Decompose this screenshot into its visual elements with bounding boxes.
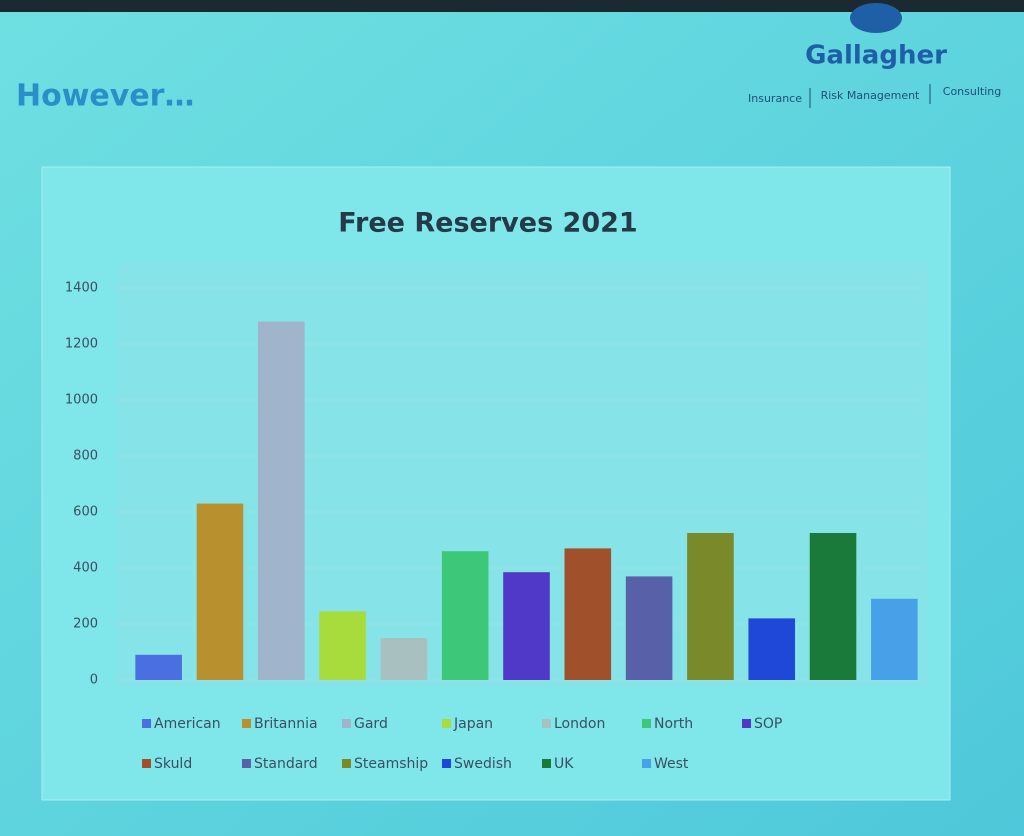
legend-swatch xyxy=(542,759,551,768)
legend-label: SOP xyxy=(754,716,782,732)
legend-swatch xyxy=(242,759,251,768)
brand-logo xyxy=(850,3,902,33)
y-tick-label: 800 xyxy=(73,449,98,464)
legend-label: Japan xyxy=(453,716,493,732)
legend-swatch xyxy=(442,759,451,768)
legend-label: UK xyxy=(554,756,574,772)
legend-label: American xyxy=(154,716,221,732)
legend-label: North xyxy=(654,716,693,732)
legend-label: Swedish xyxy=(454,756,512,772)
legend-swatch xyxy=(342,719,351,728)
tagline-item: Consulting xyxy=(943,85,1001,98)
legend-label: Standard xyxy=(254,756,318,772)
brand-name: Gallagher xyxy=(805,41,947,71)
legend-label: West xyxy=(654,756,689,772)
y-tick-label: 400 xyxy=(73,561,98,576)
legend-label: Steamship xyxy=(354,756,428,772)
chart: 0 200 400 600 800 1000 1200 1400 American Britann… xyxy=(65,281,925,772)
legend-swatch xyxy=(342,759,351,768)
legend-swatch xyxy=(642,719,651,728)
bar xyxy=(257,321,305,680)
bar xyxy=(687,533,734,680)
legend-swatch xyxy=(442,719,451,728)
bar xyxy=(625,576,673,680)
legend-swatch xyxy=(542,719,551,728)
legend-swatch xyxy=(142,719,151,728)
bar xyxy=(503,572,550,680)
bar xyxy=(809,533,857,680)
chart-title: Free Reserves 2021 xyxy=(338,208,637,239)
bar xyxy=(319,611,366,680)
legend-swatch xyxy=(642,759,651,768)
bar xyxy=(196,503,244,680)
legend-swatch xyxy=(242,719,251,728)
top-edge xyxy=(0,0,1024,12)
y-tick-label: 1400 xyxy=(65,281,98,296)
legend-label: Britannia xyxy=(254,716,318,732)
bar xyxy=(871,598,918,680)
y-tick-label: 1000 xyxy=(65,393,98,408)
tagline-item: Risk Management xyxy=(821,89,920,102)
y-tick-label: 600 xyxy=(73,505,98,520)
legend-label: Gard xyxy=(354,716,388,732)
y-tick-label: 0 xyxy=(90,673,98,688)
bar xyxy=(380,638,428,680)
bar xyxy=(135,654,182,680)
slide-heading: However… xyxy=(16,79,194,114)
legend-label: London xyxy=(554,716,605,732)
bar xyxy=(441,551,489,680)
y-tick-label: 1200 xyxy=(65,337,98,352)
legend-swatch xyxy=(142,759,151,768)
bar xyxy=(564,548,612,680)
bar xyxy=(748,618,796,680)
tagline-item: Insurance xyxy=(748,92,802,105)
legend-swatch xyxy=(742,719,751,728)
legend-label: Skuld xyxy=(154,756,192,772)
y-tick-label: 200 xyxy=(73,617,98,632)
